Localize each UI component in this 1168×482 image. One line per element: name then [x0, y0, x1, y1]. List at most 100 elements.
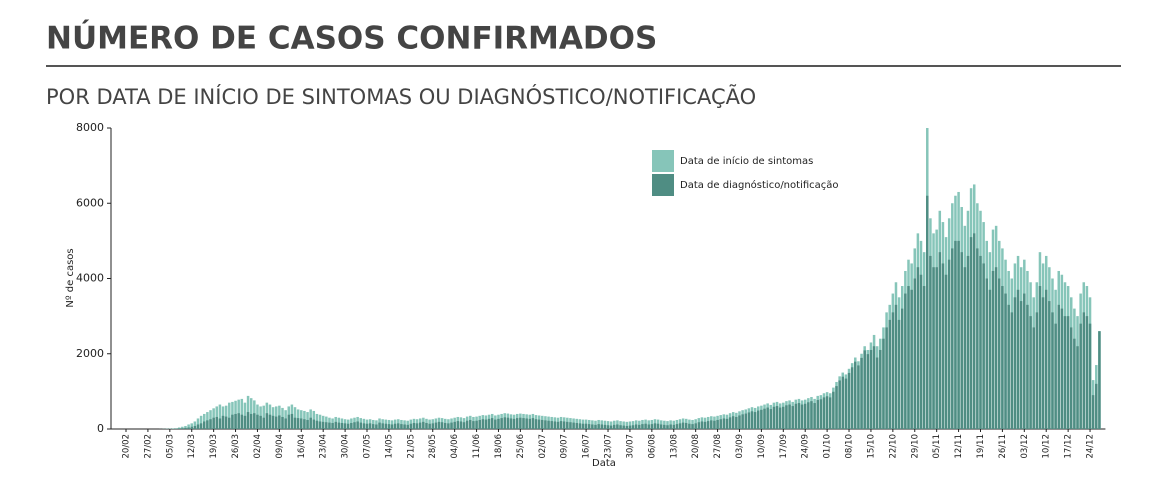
bar: [791, 406, 794, 429]
bar: [472, 421, 475, 429]
bar: [509, 418, 513, 429]
x-tick-label: 01/10: [823, 434, 833, 459]
bar: [816, 400, 819, 429]
x-tick-label: 03/12: [1020, 434, 1030, 459]
bar: [362, 423, 366, 429]
bar: [907, 286, 910, 429]
bar: [1001, 286, 1004, 429]
bar: [666, 421, 669, 429]
bar: [566, 421, 569, 429]
bar: [963, 267, 967, 429]
bar: [187, 424, 190, 429]
bar: [691, 424, 694, 429]
bar: [240, 414, 244, 429]
bar: [835, 386, 838, 429]
bar: [415, 423, 419, 429]
bar: [572, 422, 575, 429]
bar: [315, 420, 319, 429]
bar: [1088, 323, 1092, 429]
bar: [875, 357, 879, 429]
bar: [957, 240, 960, 429]
bar: [879, 349, 882, 429]
bar: [249, 398, 253, 429]
bar: [919, 274, 923, 429]
bar: [428, 423, 431, 429]
x-tick-label: 13/08: [669, 434, 679, 459]
bar: [926, 195, 929, 429]
y-tick-label: 4000: [76, 272, 104, 285]
bar: [1032, 327, 1035, 429]
bar: [231, 414, 234, 429]
bar: [641, 424, 644, 429]
x-tick-label: 30/07: [625, 434, 635, 459]
bar: [1023, 293, 1026, 429]
bar: [196, 424, 200, 429]
bar: [947, 259, 951, 429]
bar: [659, 424, 663, 429]
bar: [181, 426, 184, 429]
bar: [838, 380, 841, 429]
x-tick-label: 12/03: [187, 434, 197, 459]
legend-label: Data de início de sintomas: [680, 155, 813, 167]
bar: [969, 237, 973, 429]
bar: [688, 423, 691, 429]
bar: [262, 405, 265, 429]
bar: [800, 404, 804, 429]
y-tick-label: 6000: [76, 196, 104, 209]
x-tick-label: 05/03: [165, 434, 175, 459]
bar: [916, 267, 920, 429]
x-tick-label: 11/06: [472, 434, 482, 459]
bar: [1057, 304, 1060, 429]
bar: [1041, 297, 1045, 429]
bar: [177, 427, 181, 429]
x-tick-label: 14/05: [384, 434, 394, 459]
bar: [196, 418, 200, 429]
bar: [760, 409, 763, 429]
bar: [418, 422, 422, 429]
bar: [863, 350, 866, 429]
bar: [368, 423, 372, 429]
bar: [1082, 312, 1086, 429]
bar: [384, 423, 388, 429]
bar: [525, 418, 528, 429]
bar: [490, 418, 494, 429]
bar: [991, 270, 995, 429]
bar: [985, 278, 988, 429]
bar: [215, 416, 219, 429]
bar: [941, 263, 945, 429]
bar: [259, 415, 262, 429]
bar: [713, 420, 716, 429]
bar: [303, 419, 306, 429]
bar: [481, 419, 485, 429]
bar: [1060, 308, 1064, 429]
x-tick-label: 19/11: [976, 434, 986, 459]
bar: [1026, 304, 1029, 429]
bar: [531, 418, 535, 429]
y-tick-label: 0: [97, 422, 104, 435]
x-tick-label: 03/09: [735, 434, 745, 459]
bar: [516, 418, 519, 429]
bar: [1010, 312, 1014, 429]
bar: [613, 424, 616, 429]
bar: [300, 418, 303, 429]
bar: [891, 312, 895, 429]
bar: [807, 402, 810, 429]
bar: [788, 404, 791, 429]
bar: [882, 338, 885, 429]
bar: [537, 419, 541, 429]
bar: [237, 413, 240, 429]
bar: [346, 423, 350, 429]
bar: [625, 425, 629, 429]
bar: [228, 417, 231, 429]
bar: [487, 418, 491, 429]
bar: [440, 422, 444, 429]
bar: [575, 422, 578, 429]
bar: [306, 419, 309, 429]
bar: [966, 255, 970, 429]
bar: [910, 289, 913, 429]
bar: [976, 248, 979, 429]
bar: [544, 420, 547, 429]
x-tick-label: 20/02: [122, 434, 132, 459]
bar: [866, 354, 870, 429]
bar: [422, 421, 425, 429]
